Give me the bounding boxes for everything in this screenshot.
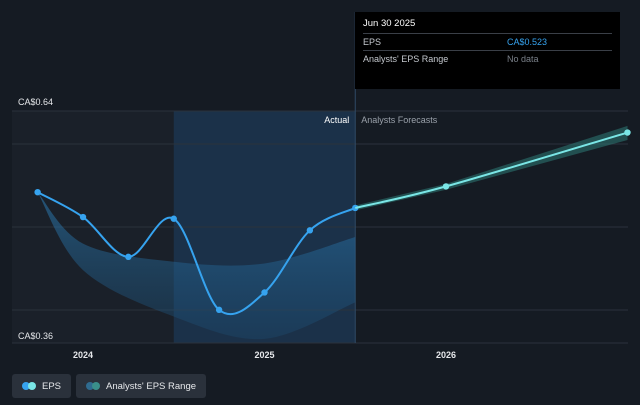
tooltip-row-range: Analysts' EPS Range No data [363, 50, 612, 67]
forecast-label: Analysts Forecasts [361, 115, 438, 125]
eps-point [34, 189, 41, 196]
eps-line [37, 191, 356, 316]
tooltip-label: Analysts' EPS Range [363, 54, 449, 64]
eps-forecast-line [355, 131, 628, 209]
forecast-point [624, 129, 631, 136]
legend-label: Analysts' EPS Range [106, 380, 197, 392]
x-tick-label: 2024 [73, 350, 93, 360]
actual-label: Actual [324, 115, 349, 125]
tooltip-date: Jun 30 2025 [363, 18, 416, 29]
eps-legend-icon [22, 382, 36, 390]
tooltip: Jun 30 2025 EPS CA$0.523 Analysts' EPS R… [355, 12, 620, 89]
eps-point [261, 289, 268, 296]
eps-point [125, 253, 132, 261]
tooltip-value: No data [507, 54, 539, 64]
tooltip-label: EPS [363, 37, 382, 47]
x-tick-label: 2026 [436, 350, 456, 360]
tooltip-row-eps: EPS CA$0.523 [363, 33, 612, 50]
y-axis-bottom-label: CA$0.36 [18, 331, 53, 341]
eps-point [215, 306, 223, 314]
eps-point [79, 213, 87, 221]
tooltip-value: CA$0.523 [507, 37, 548, 47]
legend-item-eps[interactable]: EPS [12, 374, 72, 398]
eps-point [170, 215, 177, 222]
eps-point [306, 227, 314, 234]
range-legend-icon [86, 382, 101, 390]
legend-item-range[interactable]: Analysts' EPS Range [76, 374, 207, 398]
x-tick-label: 2025 [254, 350, 274, 360]
legend: EPS Analysts' EPS Range [12, 374, 207, 398]
y-axis-top-label: CA$0.64 [18, 97, 53, 107]
forecast-range-band [355, 125, 628, 211]
legend-label: EPS [42, 380, 62, 392]
forecast-point [442, 183, 450, 190]
